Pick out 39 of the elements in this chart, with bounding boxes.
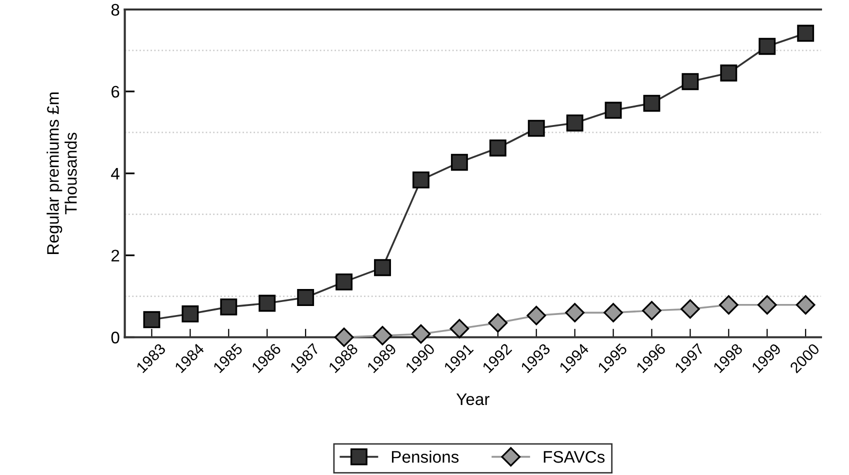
y-tick-label: 8 <box>111 4 120 16</box>
point <box>604 302 623 322</box>
point <box>720 64 738 82</box>
point <box>680 299 700 319</box>
point <box>566 114 584 132</box>
y-tick-label: 0 <box>111 332 120 344</box>
point <box>411 324 431 344</box>
point <box>258 294 276 312</box>
point <box>372 326 392 346</box>
point <box>758 38 776 55</box>
point <box>220 298 238 316</box>
point <box>297 289 314 306</box>
point <box>796 295 816 315</box>
point <box>488 313 508 333</box>
point <box>412 171 430 188</box>
point <box>450 318 470 338</box>
point <box>336 273 353 290</box>
point <box>719 295 738 315</box>
point <box>143 311 160 328</box>
point <box>797 24 814 42</box>
point <box>643 94 660 112</box>
y-tick-label: 2 <box>112 250 120 262</box>
y-axis-title: Regular premiums £m Thousands <box>46 92 77 254</box>
y-tick-label: 4 <box>111 168 120 180</box>
point <box>182 305 199 322</box>
point <box>565 302 584 322</box>
point <box>528 120 545 137</box>
point <box>526 306 546 326</box>
x-axis-title: Year <box>456 393 490 406</box>
point <box>642 300 662 320</box>
legend-label: FSAVCs <box>544 451 605 463</box>
point <box>374 259 391 276</box>
point <box>682 73 699 90</box>
point <box>604 102 622 119</box>
y-tick-label: 6 <box>112 86 120 98</box>
point <box>450 154 468 171</box>
point <box>757 295 777 315</box>
legend-label: Pensions <box>392 450 459 463</box>
point <box>489 140 506 156</box>
